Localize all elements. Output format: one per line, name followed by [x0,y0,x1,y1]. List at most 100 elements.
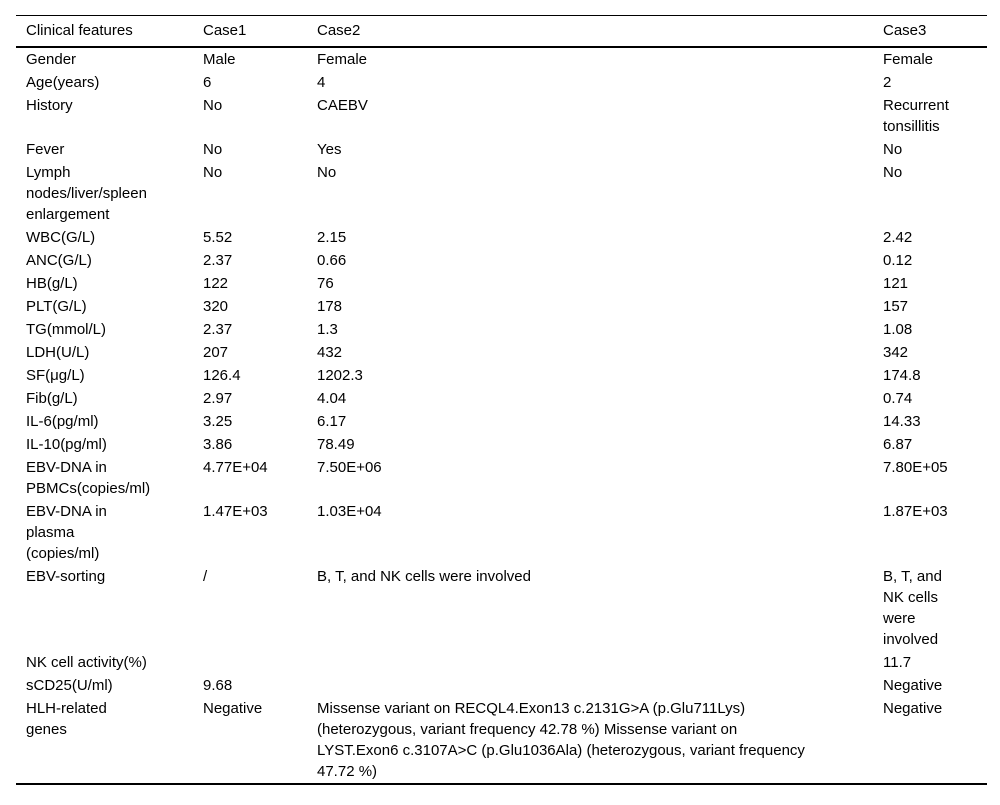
table-row-tg: TG(mmol/L) 2.37 1.3 1.08 [16,318,987,341]
case1-value: 3.25 [203,413,233,430]
case1-value: 320 [203,298,229,315]
feature-label: Age(years) [26,74,100,91]
case3-value: 11.7 [883,654,912,671]
feature-label: SF(μg/L) [26,367,85,384]
case3-value: 14.33 [883,413,921,430]
table-row-hb: HB(g/L) 122 76 121 [16,272,987,295]
case3-value: 1.08 [883,321,913,338]
case1-value: 1.47E+03 [203,503,268,520]
case2-value: 0.66 [317,252,347,269]
feature-label: PLT(G/L) [26,298,87,315]
feature-label: Fib(g/L) [26,390,78,407]
case3-value: 7.80E+05 [883,459,948,476]
feature-label: Lymph nodes/liver/spleen enlargement [26,164,147,223]
table-row-gender: Gender Male Female Female [16,47,987,71]
table-row-age: Age(years) 6 4 2 [16,71,987,94]
table-row-ebv-dna-plasma: EBV-DNA in plasma (copies/ml) 1.47E+03 1… [16,500,987,565]
case1-value [203,651,317,674]
case2-value [317,674,883,697]
feature-label: LDH(U/L) [26,344,90,361]
table-body: Gender Male Female Female Age(years) 6 4… [16,47,987,784]
case1-value: Male [203,51,236,68]
case3-value: Female [883,51,934,68]
feature-label: EBV-sorting [26,568,106,585]
case2-value: 178 [317,298,343,315]
table-row-fever: Fever No Yes No [16,138,987,161]
case2-value: 2.15 [317,229,347,246]
case3-value: 2.42 [883,229,913,246]
case1-value: 6 [203,74,212,91]
case3-value: No [883,164,903,181]
table-row-il6: IL-6(pg/ml) 3.25 6.17 14.33 [16,410,987,433]
case2-value: 78.49 [317,436,355,453]
column-header-clinical-features: Clinical features [16,15,203,48]
case3-value: 0.74 [883,390,913,407]
feature-label: TG(mmol/L) [26,321,106,338]
table-row-wbc: WBC(G/L) 5.52 2.15 2.42 [16,226,987,249]
column-header-case3: Case3 [883,15,987,48]
case3-value: Negative [883,677,943,694]
case2-value: 1.3 [317,321,338,338]
table-row-anc: ANC(G/L) 2.37 0.66 0.12 [16,249,987,272]
feature-label: IL-6(pg/ml) [26,413,99,430]
case3-value: B, T, and NK cells were involved [883,568,942,648]
case3-value: No [883,141,903,158]
case1-value: No [203,141,223,158]
case1-value: No [203,97,223,114]
case1-value: / [203,568,208,585]
case2-value: 432 [317,344,343,361]
table-row-nk-activity: NK cell activity(%) 11.7 [16,651,987,674]
table-row-ebv-sorting: EBV-sorting / B, T, and NK cells were in… [16,565,987,651]
feature-label: WBC(G/L) [26,229,96,246]
case2-value: No [317,164,337,181]
case2-value: Missense variant on RECQL4.Exon13 c.2131… [317,700,805,780]
case1-value: 4.77E+04 [203,459,268,476]
header-row: Clinical features Case1 Case2 Case3 [16,15,987,48]
table-row-ldh: LDH(U/L) 207 432 342 [16,341,987,364]
case2-value: 6.17 [317,413,347,430]
case3-value: 157 [883,298,909,315]
case2-value: Female [317,51,368,68]
feature-label: EBV-DNA in PBMCs(copies/ml) [26,459,151,497]
table-row-fib: Fib(g/L) 2.97 4.04 0.74 [16,387,987,410]
case2-value: 1202.3 [317,367,363,384]
case3-value: 0.12 [883,252,913,269]
table-row-scd25: sCD25(U/ml) 9.68 Negative [16,674,987,697]
case2-value: Yes [317,141,342,158]
feature-label: NK cell activity(%) [26,654,147,671]
feature-label: History [26,97,73,114]
case3-value: 121 [883,275,909,292]
case3-value: 6.87 [883,436,913,453]
feature-label: sCD25(U/ml) [26,677,113,694]
column-header-case1: Case1 [203,15,317,48]
feature-label: Fever [26,141,65,158]
case3-value: 342 [883,344,909,361]
case3-value: 1.87E+03 [883,503,948,520]
case1-value: 126.4 [203,367,241,384]
table-row-plt: PLT(G/L) 320 178 157 [16,295,987,318]
case2-value: 4 [317,74,326,91]
case1-value: 5.52 [203,229,233,246]
feature-label: HB(g/L) [26,275,78,292]
table-row-sf: SF(μg/L) 126.4 1202.3 174.8 [16,364,987,387]
clinical-features-table: Clinical features Case1 Case2 Case3 Gend… [16,15,987,785]
column-header-case2: Case2 [317,15,883,48]
case1-value: 2.37 [203,252,233,269]
case2-value [317,651,883,674]
case2-value: 4.04 [317,390,347,407]
case1-value: 122 [203,275,229,292]
table-row-il10: IL-10(pg/ml) 3.86 78.49 6.87 [16,433,987,456]
clinical-table-container: Clinical features Case1 Case2 Case3 Gend… [16,15,987,785]
case2-value: 76 [317,275,334,292]
feature-label: ANC(G/L) [26,252,92,269]
case2-value: CAEBV [317,97,368,114]
table-header: Clinical features Case1 Case2 Case3 [16,15,987,48]
feature-label: IL-10(pg/ml) [26,436,107,453]
case1-value: 2.97 [203,390,233,407]
table-row-ebv-dna-pbmcs: EBV-DNA in PBMCs(copies/ml) 4.77E+04 7.5… [16,456,987,500]
case3-value: 2 [883,74,892,91]
case1-value: No [203,164,223,181]
case1-value: Negative [203,700,263,717]
case3-value: Recurrent tonsillitis [883,97,949,135]
